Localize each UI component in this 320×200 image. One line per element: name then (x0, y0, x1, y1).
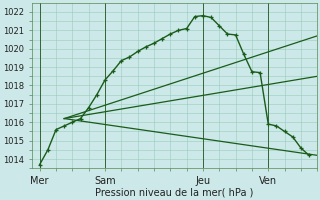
X-axis label: Pression niveau de la mer( hPa ): Pression niveau de la mer( hPa ) (95, 187, 253, 197)
